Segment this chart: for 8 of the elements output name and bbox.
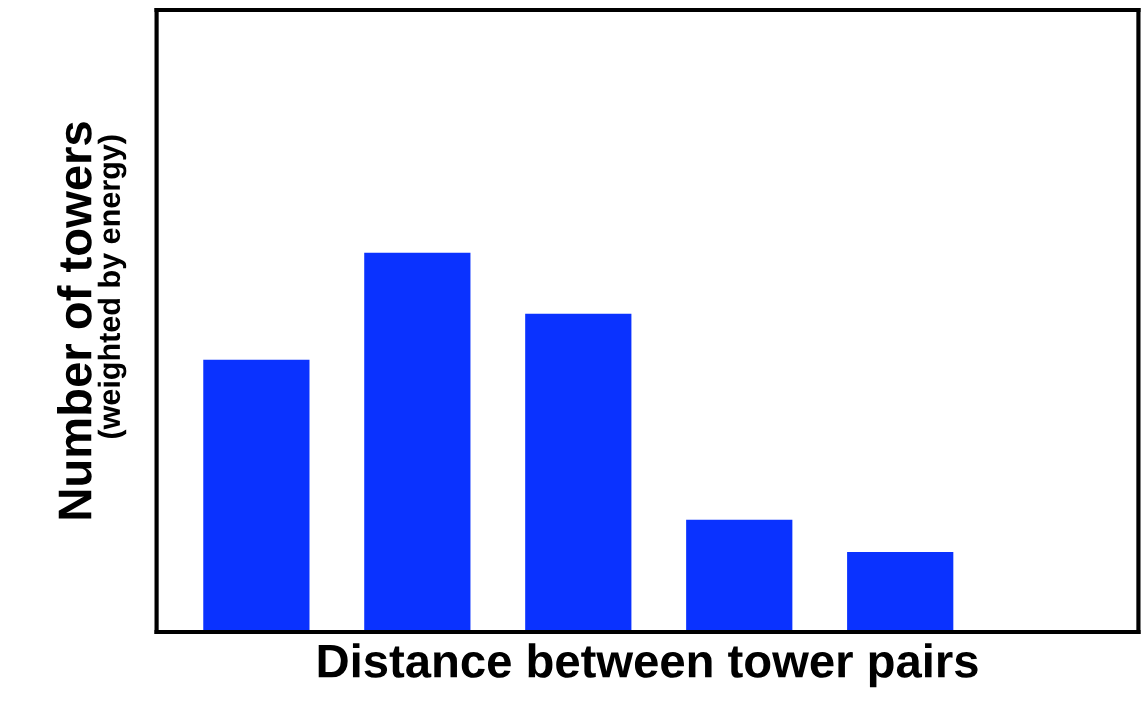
bar — [847, 552, 954, 633]
bar — [686, 519, 793, 633]
bar — [364, 252, 471, 633]
bar — [203, 359, 310, 633]
text: (weighted by energy) — [97, 135, 127, 439]
y-axis-title: Number of towers — [57, 122, 92, 519]
x-axis-title: Distance between tower pairs — [318, 643, 978, 688]
bar — [525, 313, 632, 633]
